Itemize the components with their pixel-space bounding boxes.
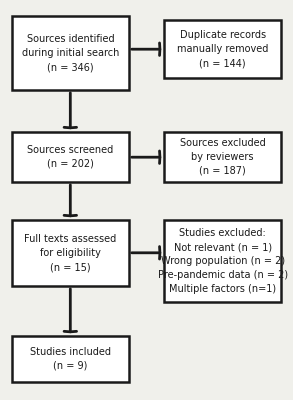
FancyBboxPatch shape <box>164 220 281 302</box>
Text: Sources excluded
by reviewers
(n = 187): Sources excluded by reviewers (n = 187) <box>180 138 265 176</box>
Text: Studies included
(n = 9): Studies included (n = 9) <box>30 347 111 371</box>
Text: Sources screened
(n = 202): Sources screened (n = 202) <box>27 145 113 169</box>
Text: Duplicate records
manually removed
(n = 144): Duplicate records manually removed (n = … <box>177 30 268 68</box>
FancyBboxPatch shape <box>12 132 129 182</box>
Text: Sources identified
during initial search
(n = 346): Sources identified during initial search… <box>22 34 119 72</box>
FancyBboxPatch shape <box>12 16 129 90</box>
FancyBboxPatch shape <box>12 220 129 286</box>
Text: Full texts assessed
for eligibility
(n = 15): Full texts assessed for eligibility (n =… <box>24 234 116 272</box>
Text: Studies excluded:
Not relevant (n = 1)
Wrong population (n = 2)
Pre-pandemic dat: Studies excluded: Not relevant (n = 1) W… <box>158 228 288 294</box>
FancyBboxPatch shape <box>164 20 281 78</box>
FancyBboxPatch shape <box>164 132 281 182</box>
FancyBboxPatch shape <box>12 336 129 382</box>
